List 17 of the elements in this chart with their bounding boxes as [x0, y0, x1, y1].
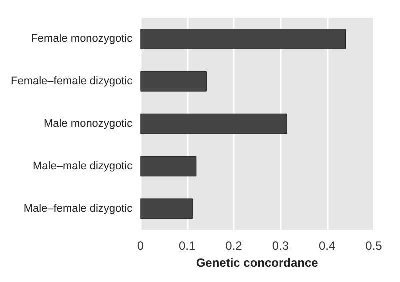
x-tick-label: 0.4 — [318, 239, 336, 254]
x-tick-label: 0.2 — [226, 239, 243, 254]
y-tick-label: Female monozygotic — [31, 33, 134, 46]
y-tick-label: Female–female dizygotic — [10, 76, 134, 88]
x-tick-label: 0.3 — [272, 239, 290, 254]
bar — [140, 156, 197, 177]
x-tick-label: 0.1 — [178, 239, 196, 254]
bar — [140, 29, 346, 50]
y-tick-label: Male monozygotic — [44, 118, 134, 130]
y-tick-label: Male–female dizygotic — [24, 202, 134, 215]
x-axis-title: Genetic concordance — [196, 256, 319, 270]
x-tick-label: 0 — [137, 239, 144, 254]
bar — [140, 114, 288, 134]
bar — [140, 198, 193, 220]
y-tick-label: Male–male dizygotic — [33, 160, 134, 172]
x-tick-label: 0.5 — [366, 239, 383, 254]
bar — [140, 71, 207, 92]
